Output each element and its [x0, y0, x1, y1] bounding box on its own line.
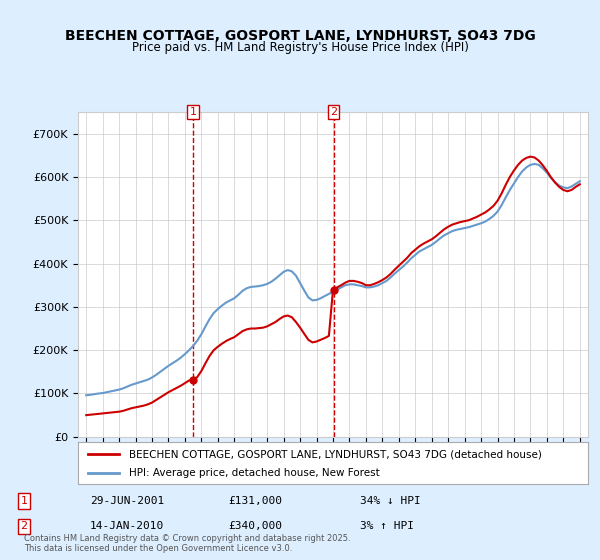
Text: £131,000: £131,000: [228, 496, 282, 506]
Text: BEECHEN COTTAGE, GOSPORT LANE, LYNDHURST, SO43 7DG: BEECHEN COTTAGE, GOSPORT LANE, LYNDHURST…: [65, 29, 535, 44]
Text: HPI: Average price, detached house, New Forest: HPI: Average price, detached house, New …: [129, 468, 380, 478]
Text: 34% ↓ HPI: 34% ↓ HPI: [360, 496, 421, 506]
Text: 29-JUN-2001: 29-JUN-2001: [90, 496, 164, 506]
Text: £340,000: £340,000: [228, 521, 282, 531]
Text: 3% ↑ HPI: 3% ↑ HPI: [360, 521, 414, 531]
Text: BEECHEN COTTAGE, GOSPORT LANE, LYNDHURST, SO43 7DG (detached house): BEECHEN COTTAGE, GOSPORT LANE, LYNDHURST…: [129, 449, 542, 459]
Text: 14-JAN-2010: 14-JAN-2010: [90, 521, 164, 531]
Text: 1: 1: [20, 496, 28, 506]
Text: 2: 2: [330, 107, 337, 117]
Text: Price paid vs. HM Land Registry's House Price Index (HPI): Price paid vs. HM Land Registry's House …: [131, 41, 469, 54]
Text: 1: 1: [190, 107, 197, 117]
Text: Contains HM Land Registry data © Crown copyright and database right 2025.
This d: Contains HM Land Registry data © Crown c…: [24, 534, 350, 553]
Text: 2: 2: [20, 521, 28, 531]
